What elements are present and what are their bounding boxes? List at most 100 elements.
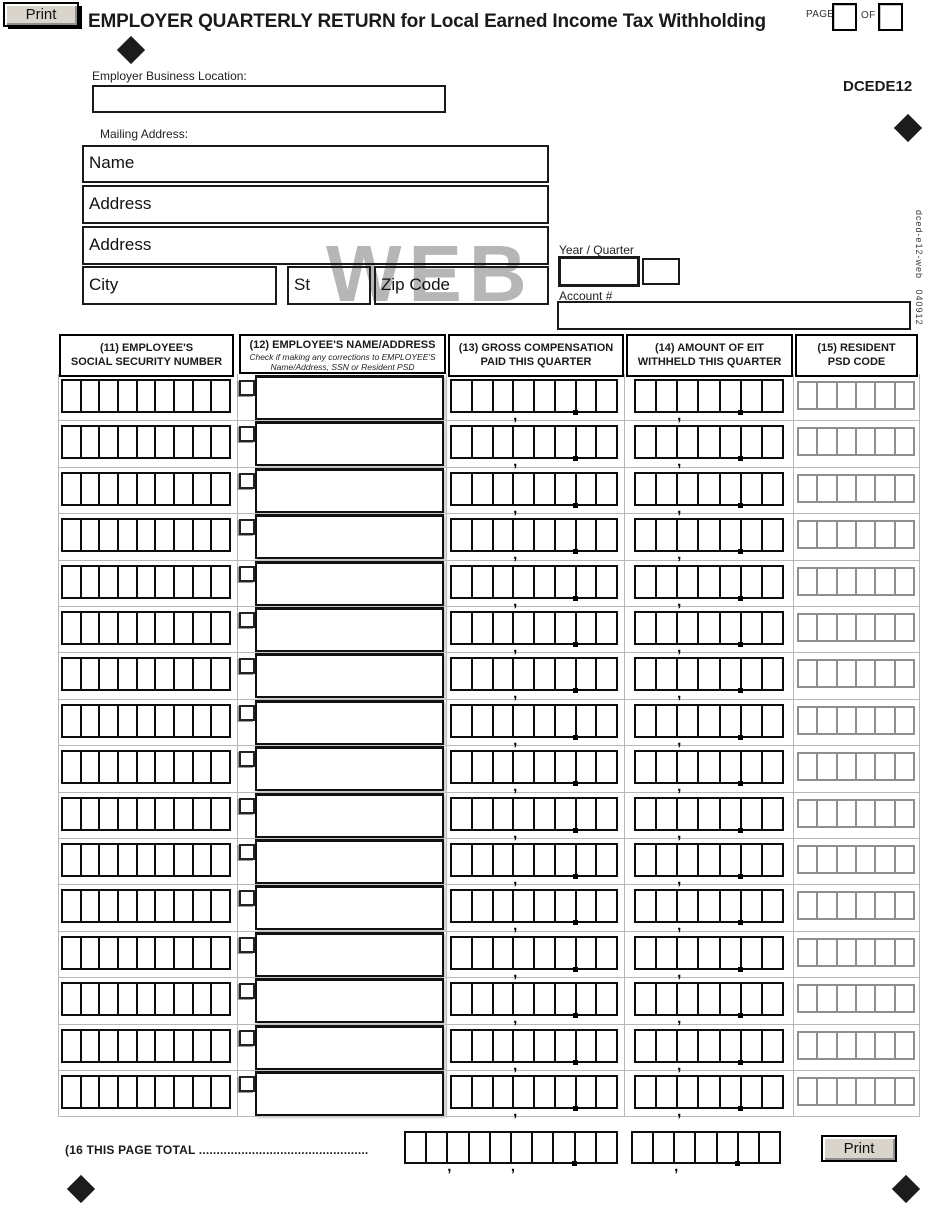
comb-cell[interactable]	[98, 564, 120, 599]
comb-cell[interactable]	[760, 657, 784, 692]
comb-cell[interactable]	[595, 657, 618, 692]
comb-cell[interactable]	[631, 1131, 655, 1164]
comb-cell[interactable]: ,	[655, 518, 681, 563]
comb-cell[interactable]	[173, 657, 194, 692]
comb-cell[interactable]	[595, 379, 618, 413]
comb-cell[interactable]: ,	[655, 564, 681, 610]
comb-cell[interactable]	[533, 982, 556, 1017]
eit-withheld-field[interactable]: ,	[634, 703, 784, 749]
gross-compensation-field[interactable]: ,	[450, 564, 618, 610]
comb-cell[interactable]	[835, 381, 857, 410]
comb-cell[interactable]	[574, 471, 598, 506]
comb-cell[interactable]: ,	[491, 1028, 517, 1074]
comb-cell[interactable]	[760, 1028, 784, 1063]
comb-cell[interactable]	[79, 657, 101, 692]
comb-cell[interactable]	[98, 889, 120, 924]
comb-cell[interactable]	[154, 1028, 176, 1063]
correction-checkbox[interactable]	[239, 983, 255, 1000]
comb-cell[interactable]	[874, 798, 896, 828]
comb-cell[interactable]: ,	[491, 703, 517, 749]
comb-cell[interactable]: ,	[655, 1028, 681, 1074]
comb-cell[interactable]	[874, 1077, 896, 1106]
comb-cell[interactable]: ,	[491, 796, 517, 842]
name-address-field[interactable]	[255, 931, 444, 977]
comb-cell[interactable]	[61, 843, 82, 877]
comb-cell[interactable]	[61, 379, 82, 413]
comb-cell[interactable]: ,	[655, 796, 681, 842]
comb-cell[interactable]	[135, 1028, 157, 1063]
comb-cell[interactable]	[835, 845, 857, 874]
comb-cell[interactable]	[154, 518, 176, 553]
comb-cell[interactable]	[533, 889, 556, 924]
comb-cell[interactable]	[553, 796, 578, 833]
comb-cell[interactable]	[854, 1030, 877, 1060]
comb-cell[interactable]	[634, 889, 658, 924]
comb-cell[interactable]	[634, 657, 658, 692]
comb-cell[interactable]	[739, 1028, 763, 1063]
comb-cell[interactable]: ,	[655, 750, 681, 795]
comb-cell[interactable]: ,	[491, 750, 517, 795]
print-button-bottom[interactable]: Print	[821, 1135, 897, 1162]
comb-cell[interactable]	[210, 750, 232, 785]
name-address-field[interactable]	[255, 653, 444, 699]
total-eit-withheld-field-comb[interactable]: ,	[631, 1131, 781, 1175]
comb-cell[interactable]	[718, 471, 743, 508]
comb-cell[interactable]	[154, 379, 176, 413]
comb-cell[interactable]	[595, 750, 618, 785]
comb-cell[interactable]	[797, 613, 819, 642]
comb-cell[interactable]	[634, 982, 658, 1017]
comb-cell[interactable]	[697, 1028, 721, 1063]
comb-cell[interactable]	[553, 889, 578, 926]
comb-cell[interactable]	[135, 889, 157, 924]
total-eit-withheld-field[interactable]: ,	[631, 1131, 781, 1175]
comb-cell[interactable]	[760, 889, 784, 924]
comb-cell[interactable]	[61, 657, 82, 692]
comb-cell[interactable]	[79, 889, 101, 924]
name-address-field[interactable]	[255, 467, 444, 513]
comb-cell[interactable]	[154, 796, 176, 831]
comb-cell[interactable]	[470, 935, 494, 970]
comb-cell[interactable]	[760, 982, 784, 1017]
comb-cell[interactable]	[79, 843, 101, 877]
psd-code-field[interactable]	[797, 381, 915, 410]
comb-cell[interactable]	[154, 564, 176, 599]
name-address-field[interactable]	[255, 1024, 444, 1070]
comb-cell[interactable]	[210, 796, 232, 831]
comb-cell[interactable]	[574, 703, 598, 738]
gross-compensation-field[interactable]: ,	[450, 657, 618, 702]
comb-cell[interactable]	[760, 379, 784, 413]
comb-cell[interactable]	[210, 657, 232, 692]
comb-cell[interactable]	[835, 705, 857, 735]
comb-cell[interactable]	[574, 935, 598, 970]
ssn-field[interactable]	[61, 425, 232, 460]
comb-cell[interactable]	[595, 1028, 618, 1063]
ssn-field[interactable]	[61, 1075, 232, 1109]
comb-cell[interactable]	[697, 657, 721, 692]
comb-cell[interactable]	[893, 705, 915, 735]
name-address-field[interactable]	[255, 421, 444, 467]
comb-cell[interactable]	[135, 703, 157, 738]
comb-cell[interactable]	[893, 473, 915, 503]
comb-cell[interactable]	[61, 982, 82, 1017]
comb-cell[interactable]	[718, 889, 743, 926]
comb-cell[interactable]	[470, 703, 494, 738]
comb-cell[interactable]	[173, 611, 194, 645]
comb-cell[interactable]	[697, 425, 721, 460]
name-address-field[interactable]	[255, 746, 444, 792]
comb-cell[interactable]	[797, 845, 819, 874]
ssn-field[interactable]	[61, 703, 232, 738]
comb-cell[interactable]	[154, 889, 176, 924]
comb-cell[interactable]	[874, 891, 896, 921]
comb-cell[interactable]	[854, 473, 877, 503]
comb-cell[interactable]	[718, 379, 743, 415]
comb-cell[interactable]	[173, 703, 194, 738]
comb-cell[interactable]	[98, 379, 120, 413]
comb-cell[interactable]	[739, 471, 763, 506]
comb-cell[interactable]	[154, 657, 176, 692]
comb-cell[interactable]	[191, 843, 213, 877]
comb-cell[interactable]	[760, 611, 784, 645]
comb-cell[interactable]: ,	[491, 564, 517, 610]
comb-cell[interactable]	[191, 518, 213, 553]
correction-checkbox[interactable]	[239, 1029, 255, 1046]
comb-cell[interactable]	[739, 611, 763, 645]
